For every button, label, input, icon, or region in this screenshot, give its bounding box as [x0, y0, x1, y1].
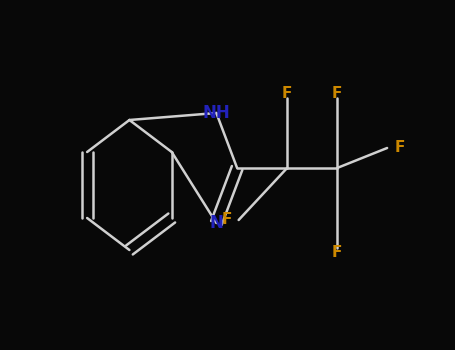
Text: F: F — [332, 86, 342, 101]
Text: F: F — [332, 245, 342, 260]
Text: N: N — [209, 214, 223, 232]
Text: NH: NH — [202, 104, 230, 122]
Text: F: F — [222, 212, 233, 228]
Text: F: F — [282, 86, 292, 101]
Text: F: F — [395, 140, 405, 155]
